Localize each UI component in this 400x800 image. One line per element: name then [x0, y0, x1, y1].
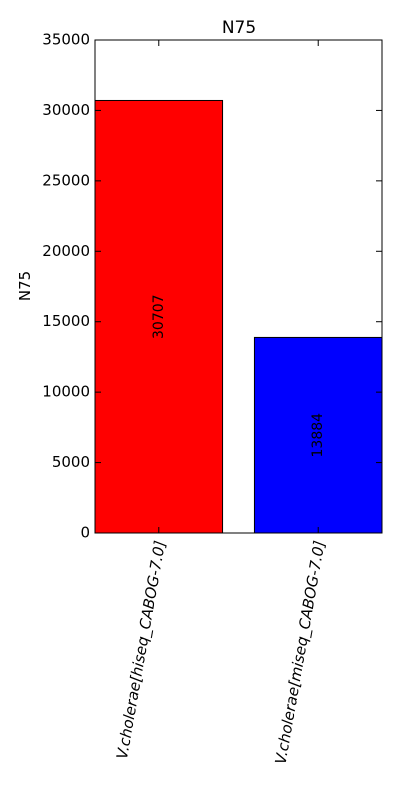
y-tick-label: 0 — [80, 524, 90, 542]
bar-value-label: 13884 — [310, 413, 326, 458]
x-tick-label: V.cholerae[hiseq_CABOG-7.0] — [113, 539, 170, 760]
bar-1 — [94, 99, 224, 534]
y-tick-label: 35000 — [42, 31, 90, 49]
x-tick-label: V.cholerae[miseq_CABOG-7.0] — [272, 539, 330, 765]
y-tick-label: 20000 — [42, 242, 90, 260]
y-tick-label: 15000 — [42, 312, 90, 330]
bar-value-label: 30707 — [151, 294, 167, 339]
y-tick-label: 5000 — [52, 453, 90, 471]
y-axis-label: N75 — [16, 271, 34, 301]
plot-area: 30707 13884 0 5000 10000 15000 20000 25000 30000… — [42, 31, 383, 766]
y-tick-label: 30000 — [42, 101, 90, 119]
bar-2 — [253, 336, 383, 534]
chart-title: N75 — [222, 18, 256, 38]
y-tick-label: 25000 — [42, 171, 90, 189]
y-tick-label: 10000 — [42, 383, 90, 401]
plot-frame — [94, 39, 383, 534]
